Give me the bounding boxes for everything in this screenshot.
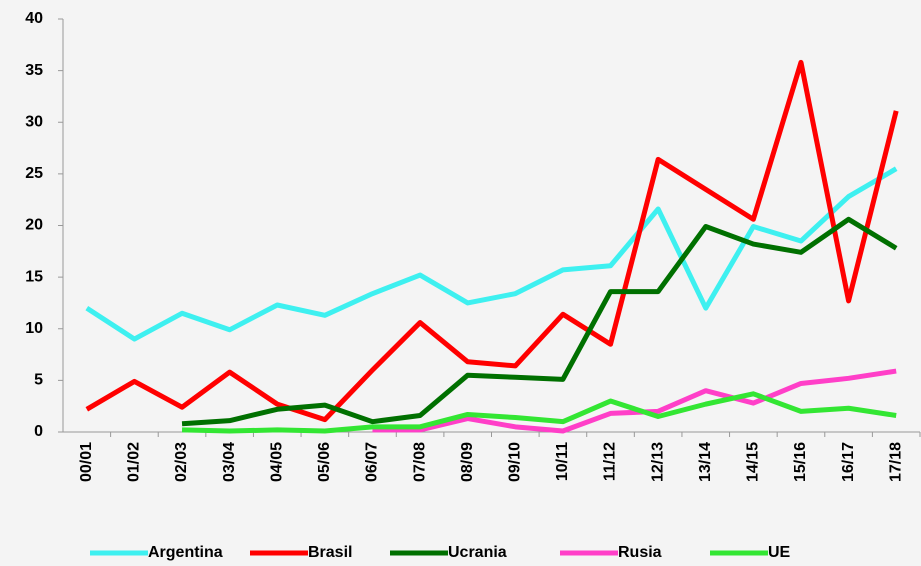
legend-label: Brasil: [308, 544, 352, 561]
y-tick-label: 20: [25, 217, 43, 234]
x-tick-label: 12/13: [649, 442, 666, 482]
x-tick-label: 04/05: [268, 442, 285, 482]
series-line: [372, 368, 897, 434]
y-tick-label: 10: [25, 320, 43, 337]
x-tick-label: 02/03: [173, 442, 190, 482]
x-tick-label: 13/14: [697, 442, 714, 482]
x-tick-label: 14/15: [745, 442, 762, 482]
series-line: [85, 59, 899, 423]
x-tick-label: 11/12: [602, 442, 619, 481]
x-tick-label: 10/11: [554, 442, 571, 481]
x-tick-label: 01/02: [126, 442, 143, 482]
y-tick-label: 35: [25, 62, 43, 79]
series-line: [181, 391, 897, 434]
y-tick-label: 0: [34, 423, 43, 440]
legend-label: UE: [768, 544, 791, 561]
series-line: [85, 166, 898, 342]
x-tick-label: 16/17: [840, 442, 857, 482]
x-tick-label: 17/18: [887, 442, 904, 482]
x-tick-label: 00/01: [78, 442, 95, 482]
series-line: [181, 216, 898, 427]
y-tick-label: 5: [34, 372, 43, 389]
x-tick-label: 03/04: [221, 442, 238, 482]
x-tick-label: 08/09: [459, 442, 476, 482]
y-tick-label: 25: [25, 165, 43, 182]
y-tick-label: 40: [25, 10, 43, 27]
y-tick-label: 30: [25, 113, 43, 130]
x-tick-label: 07/08: [411, 442, 428, 482]
x-tick-label: 05/06: [316, 442, 333, 482]
x-tick-label: 09/10: [507, 442, 524, 482]
x-tick-label: 15/16: [792, 442, 809, 482]
legend-label: Ucrania: [448, 544, 507, 561]
x-tick-label: 06/07: [364, 442, 381, 482]
legend-label: Rusia: [618, 544, 662, 561]
y-tick-label: 15: [25, 268, 43, 285]
legend-label: Argentina: [148, 544, 223, 561]
